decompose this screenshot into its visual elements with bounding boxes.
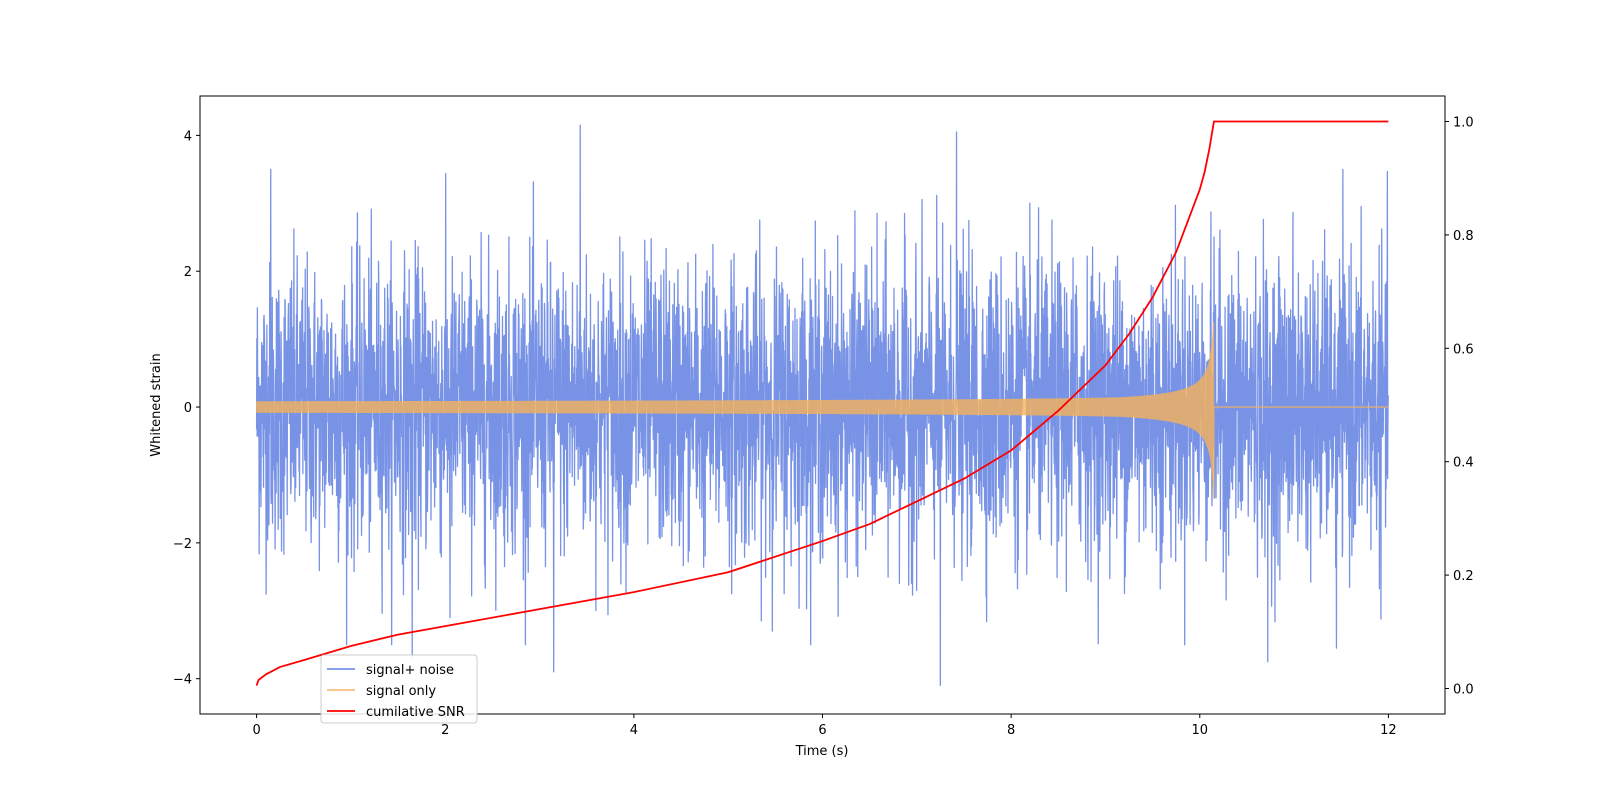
legend: signal+ noise signal only cumilative SNR [320,654,478,724]
y-axis-right: 0.0 0.2 0.4 0.6 0.8 1.0 [1445,116,1474,697]
y2-tick-label: 1.0 [1453,116,1474,131]
y-tick-label: −4 [173,673,192,688]
x-tick-label: 6 [818,723,826,738]
legend-box [320,654,478,724]
x-axis: 0 2 4 6 8 10 12 [252,714,1397,738]
x-tick-label: 12 [1380,723,1397,738]
series-line-1 [255,321,1389,499]
y2-tick-label: 0.6 [1453,342,1474,357]
legend-label: signal only [366,684,436,699]
y-tick-label: −2 [173,537,192,552]
legend-label: cumilative SNR [366,705,465,720]
y2-tick-label: 0.4 [1453,456,1474,471]
y-tick-label: 0 [184,401,192,416]
y-axis-label: Whitened strain [149,353,164,456]
x-axis-label: Time (s) [795,744,849,759]
x-tick-label: 8 [1007,723,1015,738]
y2-tick-label: 0.2 [1453,569,1474,584]
y-axis-left: −4 −2 0 2 4 [173,129,200,688]
x-tick-label: 0 [252,723,260,738]
series-layer [255,120,1390,687]
y-tick-label: 4 [184,129,192,144]
x-tick-label: 2 [441,723,449,738]
legend-label: signal+ noise [366,663,454,678]
x-tick-label: 10 [1191,723,1208,738]
y2-tick-label: 0.0 [1453,682,1474,697]
series-line-2 [255,120,1389,686]
y-tick-label: 2 [184,265,192,280]
x-tick-label: 4 [630,723,638,738]
y2-tick-label: 0.8 [1453,229,1474,244]
